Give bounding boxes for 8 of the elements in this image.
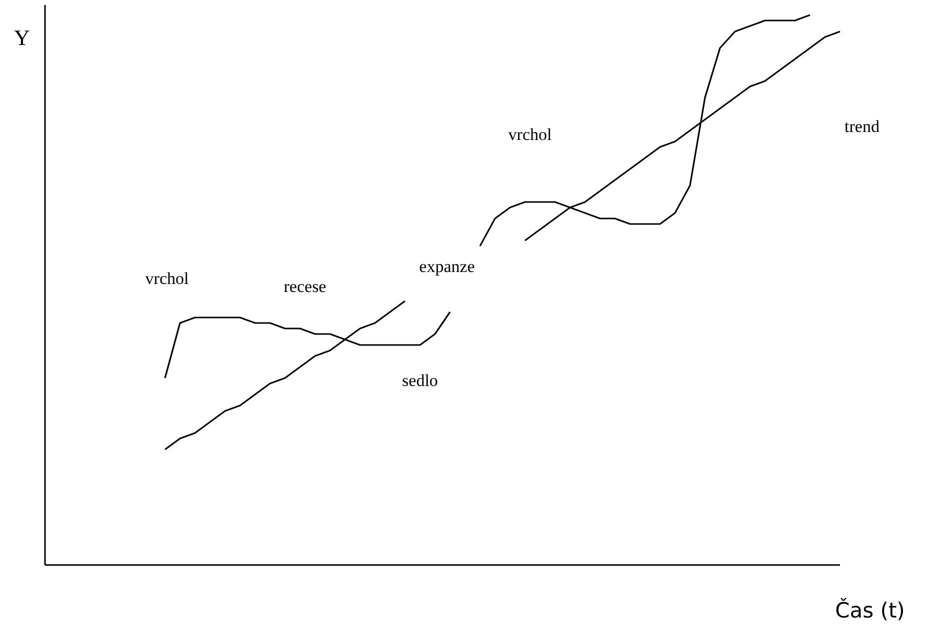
annotation: trend [844,116,880,136]
annotation: vrchol [145,268,189,288]
annotation: recese [284,276,326,296]
annotation: sedlo [402,370,438,390]
text: Y [14,25,30,50]
text: Čas (t) [835,598,905,623]
annotation: expanze [419,256,475,276]
annotation: vrchol [508,124,552,144]
